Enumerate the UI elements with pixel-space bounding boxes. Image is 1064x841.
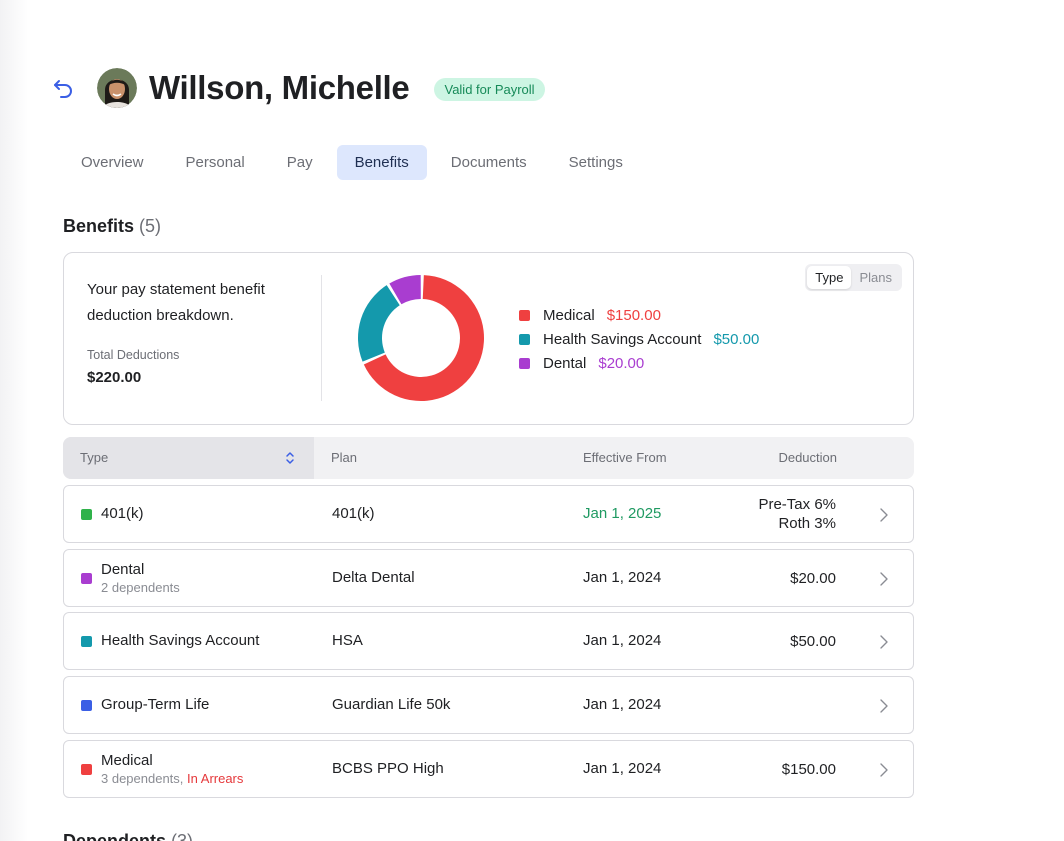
arrears-flag: In Arrears (187, 771, 244, 786)
row-subtext: 2 dependents (101, 580, 180, 595)
chevron-right-icon (880, 635, 888, 649)
section-title-text: Dependents (63, 831, 167, 841)
chevron-right-icon (880, 763, 888, 777)
page-title: Willson, Michelle (149, 69, 410, 106)
tab-benefits[interactable]: Benefits (336, 145, 427, 180)
status-badge: Valid for Payroll (434, 77, 545, 101)
deduction-line: Roth 3% (778, 515, 836, 532)
avatar (97, 68, 137, 108)
column-header-effective: Effective From (583, 450, 667, 465)
row-effective-date: Jan 1, 2025 (583, 505, 662, 522)
section-count: (3) (171, 831, 194, 841)
chart-legend: Medical $150.00 Health Savings Account $… (519, 303, 759, 375)
section-count: (5) (139, 216, 162, 236)
column-header-type: Type (80, 450, 109, 465)
column-header-plan: Plan (331, 450, 358, 465)
legend-label: Medical (543, 306, 595, 324)
legend-swatch (519, 357, 530, 369)
donut-slice-health-savings-account (358, 285, 400, 362)
table-row[interactable]: Group-Term Life Guardian Life 50k Jan 1,… (63, 676, 914, 734)
view-toggle: Type Plans (805, 264, 902, 291)
row-type: Group-Term Life (101, 696, 210, 713)
tab-personal[interactable]: Personal (185, 154, 245, 171)
row-deduction: $20.00 (790, 570, 836, 587)
legend-value: $150.00 (606, 306, 661, 324)
row-type: Medical (101, 752, 153, 769)
summary-description: Your pay statement benefit deduction bre… (87, 281, 265, 324)
row-deduction: Pre-Tax 6% Roth 3% (758, 495, 836, 533)
section-title: Benefits (5) (63, 216, 161, 237)
dependents-section-title: Dependents (3) (63, 831, 193, 841)
legend-item-medical: Medical $150.00 (519, 303, 759, 327)
row-deduction: $150.00 (781, 761, 836, 778)
deduction-line: Pre-Tax 6% (758, 496, 836, 513)
tab-bar: Overview Personal Pay Benefits Documents… (63, 145, 647, 180)
donut-slice-medical (363, 275, 484, 401)
tab-settings[interactable]: Settings (568, 154, 623, 171)
toggle-type[interactable]: Type (807, 266, 852, 289)
total-deductions-label: Total Deductions (87, 348, 180, 362)
chevron-right-icon (880, 699, 888, 713)
row-deduction: $50.00 (790, 633, 836, 650)
tab-pay[interactable]: Pay (286, 154, 313, 171)
legend-item-dental: Dental $20.00 (519, 351, 759, 375)
row-effective-date: Jan 1, 2024 (583, 760, 662, 777)
legend-label: Dental (543, 354, 587, 372)
chevron-right-icon (880, 508, 888, 522)
row-plan: HSA (332, 632, 363, 649)
row-subtext: 3 dependents, In Arrears (101, 771, 243, 786)
legend-swatch (519, 333, 530, 345)
sort-by-type-header[interactable]: Type (63, 437, 314, 479)
deduction-donut-chart (358, 275, 484, 401)
legend-swatch (519, 309, 530, 321)
total-deductions-value: $220.00 (87, 369, 142, 386)
tab-documents[interactable]: Documents (450, 154, 527, 171)
table-row[interactable]: 401(k) 401(k) Jan 1, 2025 Pre-Tax 6% Rot… (63, 485, 914, 543)
table-row[interactable]: Health Savings Account HSA Jan 1, 2024 $… (63, 612, 914, 670)
row-plan: Guardian Life 50k (332, 696, 451, 713)
table-header: Type Plan Effective From Deduction (63, 437, 914, 479)
type-color-swatch (81, 700, 92, 711)
legend-label: Health Savings Account (543, 330, 702, 348)
row-effective-date: Jan 1, 2024 (583, 569, 662, 586)
profile-header: Willson, Michelle Valid for Payroll (50, 66, 545, 110)
type-color-swatch (81, 509, 92, 520)
row-plan: 401(k) (332, 505, 375, 522)
row-plan: BCBS PPO High (332, 760, 444, 777)
column-header-deduction: Deduction (778, 450, 837, 465)
chevron-right-icon (880, 572, 888, 586)
row-effective-date: Jan 1, 2024 (583, 632, 662, 649)
row-type: Health Savings Account (101, 632, 260, 649)
toggle-plans[interactable]: Plans (859, 270, 892, 285)
legend-item-hsa: Health Savings Account $50.00 (519, 327, 759, 351)
type-color-swatch (81, 573, 92, 584)
sort-icon (286, 452, 294, 464)
type-color-swatch (81, 764, 92, 775)
table-row[interactable]: Dental 2 dependents Delta Dental Jan 1, … (63, 549, 914, 607)
tab-overview[interactable]: Overview (81, 154, 144, 171)
divider (321, 275, 322, 401)
row-type: 401(k) (101, 505, 144, 522)
donut-slice-dental (389, 275, 421, 305)
type-color-swatch (81, 636, 92, 647)
legend-value: $20.00 (598, 354, 645, 372)
row-type: Dental (101, 561, 145, 578)
row-effective-date: Jan 1, 2024 (583, 696, 662, 713)
back-icon[interactable] (50, 75, 76, 101)
dependents-count: 3 dependents, (101, 771, 184, 786)
table-row[interactable]: Medical 3 dependents, In Arrears BCBS PP… (63, 740, 914, 798)
section-title-text: Benefits (63, 216, 135, 236)
row-plan: Delta Dental (332, 569, 415, 586)
sidebar-edge (0, 0, 28, 841)
deduction-summary-card: Your pay statement benefit deduction bre… (63, 252, 914, 425)
legend-value: $50.00 (713, 330, 760, 348)
